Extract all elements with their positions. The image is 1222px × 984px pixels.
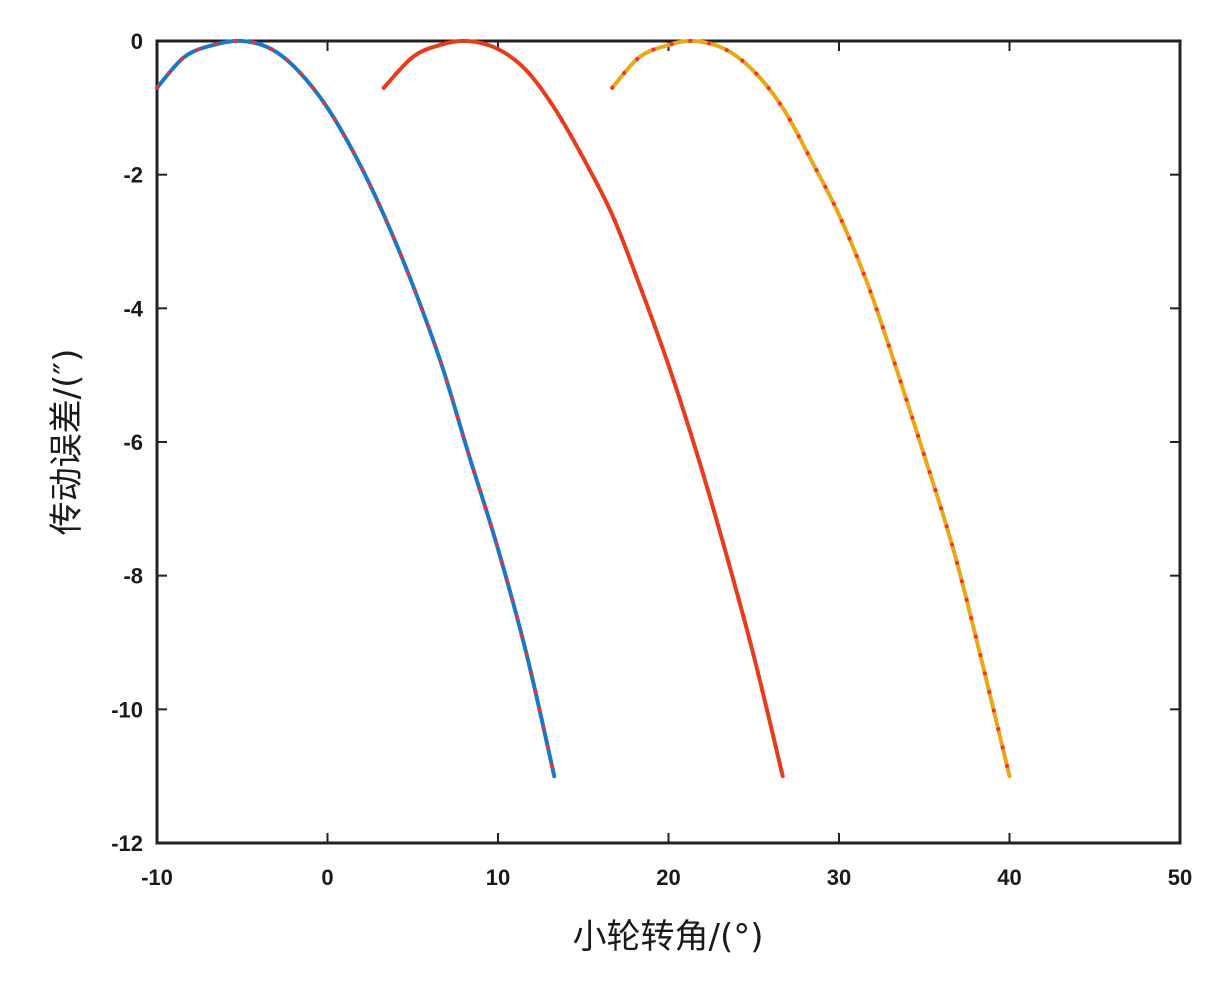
series-1-dots (155, 38, 557, 779)
x-tick-label: 50 (1168, 865, 1192, 890)
x-axis-title: 小轮转角/(°) (573, 917, 764, 957)
x-tick-label: 0 (321, 865, 333, 890)
y-tick-label: -2 (123, 163, 143, 188)
axes-box (155, 39, 1182, 845)
series-3-dots (610, 38, 1012, 779)
series-2-line (381, 38, 785, 779)
x-tick-label: 30 (827, 865, 851, 890)
y-axis-title: 传动误差/(″) (47, 349, 87, 536)
y-axis: -12 -10 -8 -6 -4 -2 0 (111, 29, 1180, 856)
y-tick-label: -10 (111, 697, 143, 722)
y-tick-label: -6 (123, 430, 143, 455)
series-2-dots (381, 38, 785, 779)
y-tick-label: -8 (123, 564, 143, 589)
x-axis: -10 0 10 20 30 40 50 (141, 41, 1192, 890)
plot-area (155, 39, 1182, 845)
y-tick-label: -4 (123, 296, 143, 321)
series-layer (155, 38, 1012, 779)
x-tick-label: 40 (997, 865, 1021, 890)
y-tick-label: -12 (111, 831, 143, 856)
x-tick-label: 20 (656, 865, 680, 890)
y-tick-label: 0 (131, 29, 143, 54)
series-1-line (155, 38, 557, 779)
x-tick-label: -10 (141, 865, 173, 890)
x-tick-label: 10 (486, 865, 510, 890)
series-3-line (610, 38, 1012, 779)
